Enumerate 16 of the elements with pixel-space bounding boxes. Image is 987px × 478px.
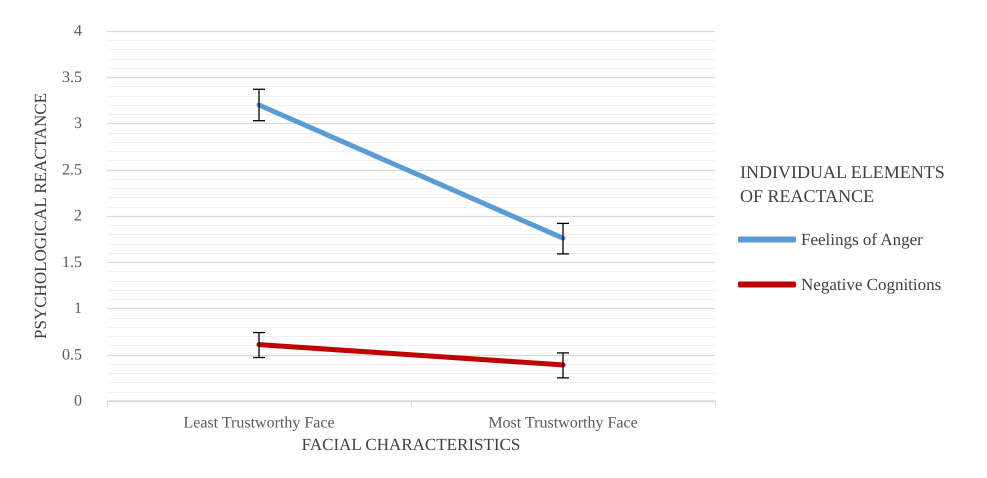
- x-tick-label: Most Trustworthy Face: [488, 414, 638, 432]
- legend-label: Negative Cognitions: [801, 275, 942, 294]
- y-tick-label: 3.5: [62, 68, 82, 86]
- y-tick-label: 2: [74, 208, 82, 224]
- x-axis-title: FACIAL CHARACTERISTICS: [302, 435, 520, 454]
- legend-title: INDIVIDUAL ELEMENTS OF REACTANCE: [740, 162, 950, 206]
- y-tick-label: 4: [74, 22, 82, 40]
- y-tick-label: 0: [74, 392, 82, 410]
- y-tick-label: 1.5: [62, 254, 82, 271]
- y-tick-label: 2.5: [62, 161, 82, 178]
- legend-label: Feelings of Anger: [801, 230, 924, 249]
- y-tick-label: 1: [74, 300, 82, 317]
- y-tick-label: 0.5: [62, 346, 82, 364]
- y-tick-label: 3: [74, 115, 82, 132]
- y-axis-title: PSYCHOLOGICAL REACTANCE: [31, 93, 50, 339]
- x-tick-label: Least Trustworthy Face: [183, 414, 335, 432]
